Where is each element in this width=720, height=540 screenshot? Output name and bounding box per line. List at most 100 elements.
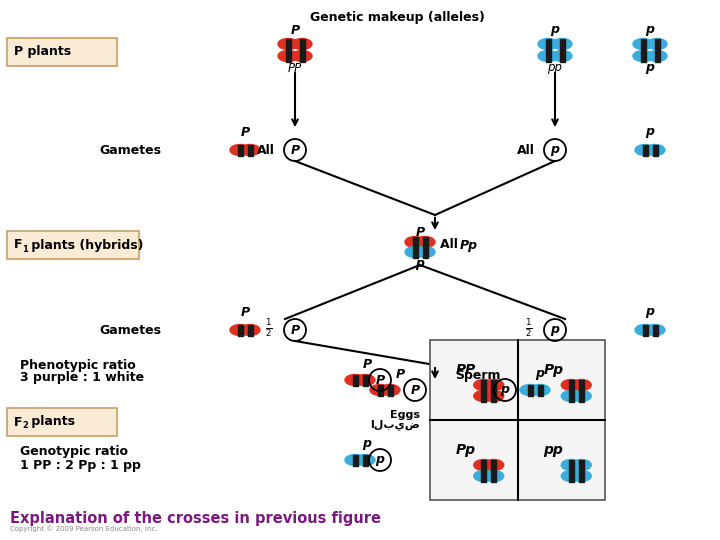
Text: PP: PP (288, 62, 302, 75)
Bar (238, 325, 243, 335)
Text: Sperm: Sperm (455, 368, 500, 381)
Ellipse shape (240, 145, 260, 156)
Text: All: All (440, 239, 462, 252)
Bar (423, 237, 428, 247)
Ellipse shape (415, 237, 435, 247)
Ellipse shape (484, 470, 504, 482)
Text: Pp: Pp (460, 239, 478, 252)
Ellipse shape (520, 384, 540, 395)
Text: Gametes: Gametes (99, 323, 161, 336)
Bar (481, 390, 486, 402)
Text: p: p (551, 323, 559, 336)
Text: plants: plants (27, 415, 75, 429)
Bar (569, 380, 574, 390)
Text: Eggs: Eggs (390, 410, 420, 420)
Bar (481, 380, 486, 390)
Ellipse shape (552, 38, 572, 50)
Text: p: p (551, 24, 559, 37)
Bar (362, 375, 367, 386)
Ellipse shape (633, 38, 653, 50)
Bar (579, 470, 584, 482)
Bar (546, 51, 551, 62)
Bar (579, 380, 584, 390)
Ellipse shape (230, 145, 250, 156)
Bar (353, 455, 358, 465)
Text: P: P (415, 226, 425, 239)
Text: p: p (362, 437, 372, 450)
Text: p: p (646, 62, 654, 75)
Text: P: P (290, 24, 300, 37)
Ellipse shape (405, 246, 425, 258)
Text: 1: 1 (22, 245, 28, 253)
Ellipse shape (571, 380, 591, 390)
Bar (377, 384, 382, 395)
Text: Copyright © 2009 Pearson Education, Inc.: Copyright © 2009 Pearson Education, Inc. (10, 525, 158, 532)
Text: p: p (646, 24, 654, 37)
Ellipse shape (538, 51, 558, 62)
Ellipse shape (355, 455, 375, 465)
Ellipse shape (562, 380, 581, 390)
Text: P: P (240, 125, 250, 138)
Ellipse shape (571, 470, 591, 482)
Text: p: p (646, 125, 654, 138)
Text: P: P (290, 323, 300, 336)
Ellipse shape (415, 246, 435, 258)
Ellipse shape (484, 390, 504, 402)
Ellipse shape (484, 460, 504, 470)
Text: p: p (536, 368, 544, 381)
Ellipse shape (562, 470, 581, 482)
Text: Gametes: Gametes (99, 144, 161, 157)
Text: Genotypic ratio: Genotypic ratio (20, 446, 128, 458)
Ellipse shape (538, 38, 558, 50)
Text: P plants: P plants (14, 45, 71, 58)
Ellipse shape (230, 325, 250, 335)
Text: p: p (646, 306, 654, 319)
Ellipse shape (240, 325, 260, 335)
Text: 1 PP : 2 Pp : 1 pp: 1 PP : 2 Pp : 1 pp (20, 458, 141, 471)
Text: F: F (14, 415, 22, 429)
Ellipse shape (647, 51, 667, 62)
Ellipse shape (571, 390, 591, 402)
Text: البيض: البيض (370, 420, 420, 430)
Bar (559, 51, 564, 62)
Text: P: P (290, 144, 300, 157)
FancyBboxPatch shape (7, 408, 117, 436)
Text: Phenotypic ratio: Phenotypic ratio (20, 359, 136, 372)
Bar (286, 51, 290, 62)
Bar (569, 470, 574, 482)
Ellipse shape (530, 384, 550, 395)
Ellipse shape (474, 470, 494, 482)
Ellipse shape (562, 460, 581, 470)
Bar (481, 460, 486, 470)
Bar (491, 460, 496, 470)
Bar (491, 470, 496, 482)
Bar (413, 237, 418, 247)
Ellipse shape (370, 384, 390, 395)
Ellipse shape (405, 237, 425, 247)
Text: Pp: Pp (544, 363, 563, 377)
Text: P: P (240, 306, 250, 319)
Ellipse shape (474, 380, 494, 390)
Bar (579, 390, 584, 402)
Ellipse shape (633, 51, 653, 62)
Ellipse shape (474, 390, 494, 402)
Text: Genetic makeup (alleles): Genetic makeup (alleles) (310, 11, 485, 24)
Bar (569, 390, 574, 402)
Ellipse shape (635, 325, 655, 335)
Ellipse shape (562, 390, 581, 402)
Ellipse shape (635, 145, 655, 156)
Text: P: P (410, 383, 420, 396)
Bar (642, 145, 647, 156)
Ellipse shape (345, 375, 365, 386)
Bar (642, 325, 647, 335)
Ellipse shape (571, 460, 591, 470)
Text: p: p (376, 454, 384, 467)
Ellipse shape (474, 460, 494, 470)
Bar (481, 470, 486, 482)
Text: P: P (375, 374, 384, 387)
Text: plants (hybrids): plants (hybrids) (27, 239, 143, 252)
Text: $\mathsf{\frac{1}{2}}$: $\mathsf{\frac{1}{2}}$ (526, 317, 533, 339)
Text: pp: pp (544, 443, 563, 457)
Ellipse shape (345, 455, 365, 465)
Ellipse shape (645, 145, 665, 156)
